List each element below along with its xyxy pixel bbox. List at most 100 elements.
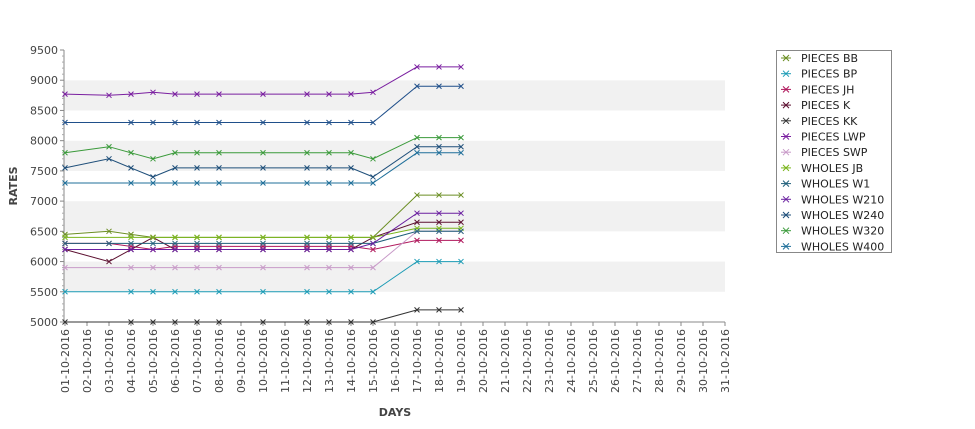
data-point-marker (414, 237, 420, 244)
plot-background-bands (64, 50, 725, 322)
data-point-marker (62, 288, 68, 295)
data-point-marker (150, 319, 156, 325)
plot-band (64, 170, 725, 202)
series-line-1 (65, 261, 461, 293)
data-point-marker (128, 264, 134, 271)
data-point-marker (172, 165, 178, 171)
x-tick-label: 12-10-2016 (301, 329, 314, 393)
data-point-marker (194, 149, 200, 156)
x-tick-label: 09-10-2016 (235, 329, 248, 393)
data-point-marker (304, 149, 310, 156)
data-point-marker (172, 288, 178, 295)
plot-band (64, 231, 725, 262)
data-point-marker (304, 319, 310, 325)
data-point-marker (150, 180, 156, 186)
data-point-marker (216, 246, 222, 253)
x-tick-label: 20-10-2016 (477, 329, 490, 393)
y-axis: 5000 5500 6000 6500 7000 7500 8000 8500 9000 9500 (30, 44, 65, 329)
y-tick-label: 7000 (30, 195, 58, 208)
data-point-marker (150, 119, 156, 126)
x-tick-label: 25-10-2016 (587, 329, 600, 393)
legend: PIECES BB PIECES BP PIECES JH PIECES K PIECE… (776, 50, 892, 253)
data-point-marker (260, 234, 266, 241)
legend-swatch-marker (782, 70, 790, 78)
legend-swatch-marker (782, 117, 790, 125)
data-point-marker (458, 307, 464, 313)
data-point-marker (304, 234, 310, 241)
data-point-marker (326, 180, 332, 186)
data-point-marker (128, 165, 134, 171)
data-point-marker (150, 288, 156, 295)
data-point-marker (216, 234, 222, 241)
legend-swatch-marker (782, 101, 790, 109)
series-line-9 (65, 212, 461, 250)
data-point-marker (370, 119, 376, 126)
data-point-marker (128, 91, 134, 97)
data-point-marker (436, 307, 442, 313)
legend-label: WHOLES W320 (801, 225, 884, 238)
y-tick-label: 7500 (30, 165, 58, 178)
data-point-marker (348, 91, 354, 97)
data-point-marker (216, 91, 222, 97)
data-point-marker (414, 219, 420, 226)
data-point-marker (370, 155, 376, 162)
data-point-marker (370, 180, 376, 186)
data-point-marker (260, 165, 266, 171)
data-point-marker (62, 91, 68, 97)
data-point-marker (414, 64, 420, 70)
legend-swatch-marker (782, 180, 790, 187)
data-point-marker (194, 165, 200, 171)
data-point-marker (216, 240, 222, 247)
data-point-marker (128, 246, 134, 253)
data-point-marker (436, 219, 442, 226)
data-point-marker (304, 180, 310, 186)
data-point-marker (436, 83, 442, 90)
y-tick-label: 8500 (30, 104, 58, 117)
data-point-marker (436, 228, 442, 235)
data-point-marker (172, 240, 178, 247)
data-point-marker (326, 91, 332, 97)
data-point-marker (172, 91, 178, 97)
plot-band (64, 50, 725, 81)
data-point-marker (62, 234, 68, 241)
data-point-marker (458, 64, 464, 70)
legend-swatch-marker (782, 195, 790, 203)
data-point-marker (172, 119, 178, 126)
data-point-marker (128, 180, 134, 186)
x-tick-label: 06-10-2016 (169, 329, 182, 393)
data-point-marker (326, 264, 332, 271)
x-tick-label: 27-10-2016 (631, 329, 644, 393)
x-tick-label: 31-10-2016 (719, 329, 732, 393)
data-point-marker (326, 319, 332, 325)
data-point-marker (150, 174, 156, 180)
series-line-7 (65, 227, 461, 238)
y-tick-label: 5000 (30, 316, 58, 329)
x-tick-label: 01-10-2016 (59, 329, 72, 393)
y-tick-label: 5500 (30, 286, 58, 299)
legend-swatch-marker (782, 133, 790, 140)
plot-band (64, 140, 725, 171)
data-point-marker (260, 91, 266, 97)
legend-swatch-marker (782, 211, 790, 219)
data-point-marker (304, 165, 310, 171)
legend-swatch-marker (782, 54, 790, 62)
data-point-marker (348, 149, 354, 156)
x-tick-label: 26-10-2016 (609, 329, 622, 393)
x-tick-label: 07-10-2016 (191, 329, 204, 393)
y-tick-label: 9000 (30, 74, 58, 87)
data-point-marker (172, 319, 178, 325)
data-point-marker (326, 246, 332, 253)
data-point-marker (128, 234, 134, 241)
data-point-marker (458, 134, 464, 141)
data-point-marker (304, 264, 310, 271)
data-point-marker (106, 258, 112, 265)
data-point-marker (260, 264, 266, 271)
data-point-marker (326, 165, 332, 171)
data-point-marker (128, 119, 134, 126)
data-point-marker (62, 240, 68, 247)
data-point-marker (348, 319, 354, 325)
x-tick-label: 16-10-2016 (389, 329, 402, 393)
data-point-marker (304, 91, 310, 97)
data-point-marker (414, 192, 420, 198)
